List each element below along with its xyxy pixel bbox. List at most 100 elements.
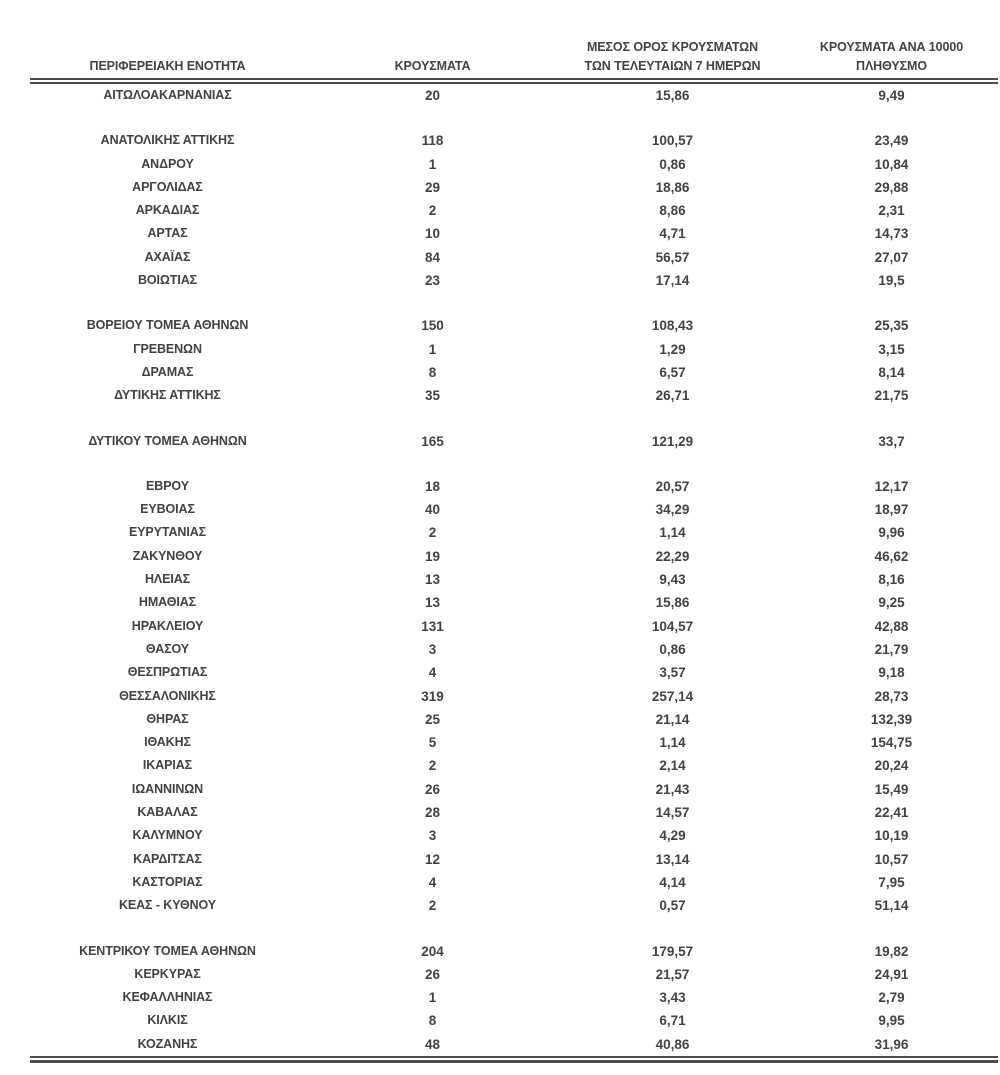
cell-avg7: 26,71	[655, 388, 690, 404]
cell-region: ΑΡΤΑΣ	[147, 226, 188, 241]
cell-region: ΚΕΝΤΡΙΚΟΥ ΤΟΜΕΑ ΑΘΗΝΩΝ	[79, 943, 256, 958]
cell-cases: 13	[424, 595, 441, 611]
table-row: ΚΕΝΤΡΙΚΟΥ ΤΟΜΕΑ ΑΘΗΝΩΝ 204 179,57 19,82	[30, 940, 998, 963]
table-row: ΚΕΦΑΛΛΗΝΙΑΣ 1 3,43 2,79	[30, 986, 998, 1009]
cell-cases: 165	[421, 433, 444, 449]
cell-per10k: 8,14	[878, 364, 905, 380]
cell-region: ΚΕΦΑΛΛΗΝΙΑΣ	[122, 990, 213, 1005]
cell-per10k: 9,95	[878, 1013, 905, 1029]
cell-cases: 1	[428, 341, 437, 357]
cell-per10k: 9,96	[878, 525, 905, 541]
cell-avg7: 100,57	[651, 133, 694, 149]
cell-per10k: 132,39	[870, 711, 913, 727]
cell-avg7: 4,71	[659, 226, 686, 242]
cell-per10k: 15,49	[874, 781, 909, 797]
column-header-7day-average: ΜΕΣΟΣ ΟΡΟΣ ΚΡΟΥΣΜΑΤΩΝ ΤΩΝ ΤΕΛΕΥΤΑΙΩΝ 7 Η…	[560, 38, 785, 76]
cell-region: ΗΡΑΚΛΕΙΟΥ	[131, 618, 204, 633]
cell-region: ΒΟΙΩΤΙΑΣ	[137, 273, 198, 288]
cell-per10k: 10,19	[874, 828, 909, 844]
cell-avg7: 15,86	[655, 595, 690, 611]
cell-per10k: 19,5	[878, 273, 905, 289]
column-header-cases-label: ΚΡΟΥΣΜΑΤΑ	[394, 59, 471, 73]
cell-cases: 29	[424, 179, 441, 195]
table-row: ΗΛΕΙΑΣ 13 9,43 8,16	[30, 568, 998, 591]
cell-region: ΑΝΔΡΟΥ	[141, 156, 194, 171]
cell-region: ΙΘΑΚΗΣ	[144, 735, 191, 750]
cell-avg7: 20,57	[655, 478, 690, 494]
cell-avg7: 15,86	[655, 88, 690, 103]
cell-avg7: 121,29	[651, 433, 694, 449]
cell-avg7: 3,43	[659, 990, 686, 1006]
cell-cases: 84	[424, 249, 441, 265]
table-row: ΚΟΖΑΝΗΣ 48 40,86 31,96	[30, 1033, 998, 1056]
cell-avg7: 8,86	[659, 203, 686, 219]
cell-region: ΒΟΡΕΙΟΥ ΤΟΜΕΑ ΑΘΗΝΩΝ	[86, 318, 249, 333]
group-spacer	[30, 107, 998, 129]
table-row: ΑΧΑΪΑΣ 84 56,57 27,07	[30, 246, 998, 269]
cell-cases: 19	[424, 548, 441, 564]
cell-region: ΚΕΑΣ - ΚΥΘΝΟΥ	[118, 898, 217, 913]
cell-cases: 10	[424, 226, 441, 242]
table-row: ΙΘΑΚΗΣ 5 1,14 154,75	[30, 731, 998, 754]
table-header-row: ΠΕΡΙΦΕΡΕΙΑΚΗ ΕΝΟΤΗΤΑ ΚΡΟΥΣΜΑΤΑ ΜΕΣΟΣ ΟΡΟ…	[30, 30, 998, 78]
table-row: ΚΕΡΚΥΡΑΣ 26 21,57 24,91	[30, 963, 998, 986]
cell-per10k: 21,79	[874, 641, 909, 657]
cell-per10k: 7,95	[878, 874, 905, 890]
cell-avg7: 0,86	[659, 156, 686, 172]
table-row: ΚΕΑΣ - ΚΥΘΝΟΥ 2 0,57 51,14	[30, 894, 998, 917]
cell-cases: 150	[421, 318, 444, 334]
cell-cases: 28	[424, 805, 441, 821]
cell-region: ΚΑΛΥΜΝΟΥ	[132, 828, 203, 843]
table-row: ΗΡΑΚΛΕΙΟΥ 131 104,57 42,88	[30, 615, 998, 638]
column-header-region-label: ΠΕΡΙΦΕΡΕΙΑΚΗ ΕΝΟΤΗΤΑ	[89, 59, 246, 73]
cell-region: ΕΒΡΟΥ	[146, 478, 189, 493]
cell-region: ΘΑΣΟΥ	[145, 641, 190, 656]
cell-avg7: 22,29	[655, 548, 690, 564]
cell-avg7: 3,57	[659, 665, 686, 681]
cell-cases: 5	[428, 735, 437, 751]
cell-region: ΚΑΣΤΟΡΙΑΣ	[132, 874, 203, 889]
cell-avg7: 21,43	[655, 781, 690, 797]
cell-cases: 2	[428, 758, 437, 774]
table-row: ΓΡΕΒΕΝΩΝ 1 1,29 3,15	[30, 338, 998, 361]
column-header-cases-per-10000-line1: ΚΡΟΥΣΜΑΤΑ ΑΝΑ 10000	[819, 40, 964, 54]
cell-region: ΑΙΤΩΛΟΑΚΑΡΝΑΝΙΑΣ	[103, 88, 232, 102]
cell-region: ΑΧΑΪΑΣ	[144, 249, 191, 264]
group-spacer	[30, 292, 998, 314]
cell-avg7: 179,57	[651, 943, 694, 959]
group-spacer	[30, 918, 998, 940]
cell-avg7: 257,14	[651, 688, 694, 704]
cell-per10k: 46,62	[874, 548, 909, 564]
cell-cases: 40	[424, 502, 441, 518]
cell-avg7: 2,14	[659, 758, 686, 774]
cell-per10k: 14,73	[874, 226, 909, 242]
cell-per10k: 12,17	[874, 478, 909, 494]
cell-avg7: 6,71	[659, 1013, 686, 1029]
column-header-region: ΠΕΡΙΦΕΡΕΙΑΚΗ ΕΝΟΤΗΤΑ	[30, 57, 305, 76]
table-row: ΔΡΑΜΑΣ 8 6,57 8,14	[30, 361, 998, 384]
cell-per10k: 2,79	[878, 990, 905, 1006]
cell-cases: 4	[428, 874, 437, 890]
cell-region: ΚΑΒΑΛΑΣ	[137, 805, 198, 820]
cell-per10k: 9,49	[878, 88, 905, 103]
cell-per10k: 19,82	[874, 943, 909, 959]
table-row: ΖΑΚΥΝΘΟΥ 19 22,29 46,62	[30, 545, 998, 568]
column-header-cases: ΚΡΟΥΣΜΑΤΑ	[305, 57, 560, 76]
cell-avg7: 1,29	[659, 341, 686, 357]
cell-region: ΚΙΛΚΙΣ	[147, 1013, 188, 1028]
table-row: ΘΗΡΑΣ 25 21,14 132,39	[30, 708, 998, 731]
table-row: ΑΝΔΡΟΥ 1 0,86 10,84	[30, 153, 998, 176]
cell-per10k: 10,57	[874, 851, 909, 867]
cell-avg7: 17,14	[655, 273, 690, 289]
cell-region: ΗΛΕΙΑΣ	[144, 572, 191, 587]
table-row: ΙΩΑΝΝΙΝΩΝ 26 21,43 15,49	[30, 778, 998, 801]
cell-per10k: 9,18	[878, 665, 905, 681]
cell-per10k: 3,15	[878, 341, 905, 357]
table-row: ΕΒΡΟΥ 18 20,57 12,17	[30, 475, 998, 498]
cell-avg7: 40,86	[655, 1036, 690, 1052]
cases-by-regional-unit-table: ΠΕΡΙΦΕΡΕΙΑΚΗ ΕΝΟΤΗΤΑ ΚΡΟΥΣΜΑΤΑ ΜΕΣΟΣ ΟΡΟ…	[30, 30, 998, 1063]
column-header-7day-average-line2: ΤΩΝ ΤΕΛΕΥΤΑΙΩΝ 7 ΗΜΕΡΩΝ	[584, 59, 761, 73]
cell-avg7: 21,57	[655, 966, 690, 982]
cell-region: ΔΥΤΙΚΗΣ ΑΤΤΙΚΗΣ	[114, 388, 221, 403]
table-row: ΘΕΣΠΡΩΤΙΑΣ 4 3,57 9,18	[30, 661, 998, 684]
